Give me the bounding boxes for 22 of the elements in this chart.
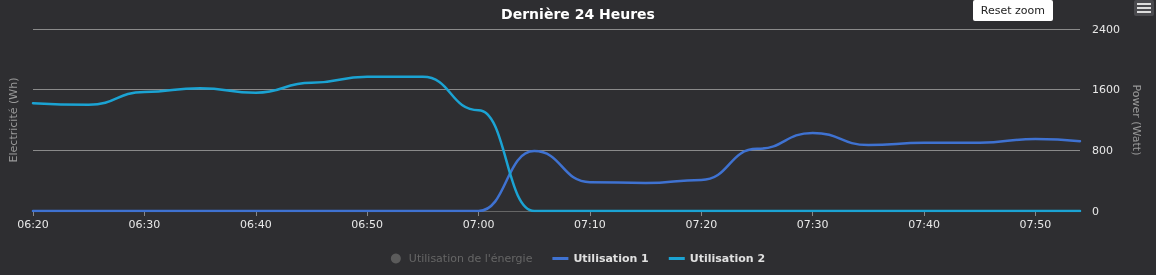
x-tick-label: 06:20 bbox=[17, 218, 49, 231]
x-tick-label: 06:50 bbox=[351, 218, 383, 231]
chart-title: Dernière 24 Heures bbox=[501, 6, 655, 22]
y2-tick-label: 2400 bbox=[1092, 22, 1120, 36]
x-tick-label: 07:20 bbox=[685, 218, 718, 231]
legend-label: Utilisation 1 bbox=[573, 252, 649, 265]
x-tick-label: 07:10 bbox=[574, 218, 606, 231]
y2-axis-title: Power (Watt) bbox=[1129, 84, 1143, 156]
reset-zoom-button: Reset zoom bbox=[972, 0, 1053, 21]
x-tick-label: 07:30 bbox=[796, 218, 829, 231]
legend-label: Utilisation 2 bbox=[689, 252, 766, 265]
y2-tick-label: 1600 bbox=[1092, 83, 1120, 97]
x-tick-label: 07:40 bbox=[908, 218, 940, 231]
y2-tick-label: 800 bbox=[1092, 143, 1113, 157]
x-tick-label: 07:50 bbox=[1019, 218, 1052, 231]
y-axis-title: Electricité (Wh) bbox=[7, 77, 20, 163]
x-tick-label: 06:40 bbox=[239, 218, 272, 231]
line-series bbox=[31, 75, 1082, 213]
y2-tick-label: 0 bbox=[1092, 204, 1099, 218]
x-tick-label: 07:00 bbox=[462, 218, 495, 231]
line-series bbox=[31, 131, 1082, 213]
x-tick-label: 06:30 bbox=[128, 218, 161, 231]
